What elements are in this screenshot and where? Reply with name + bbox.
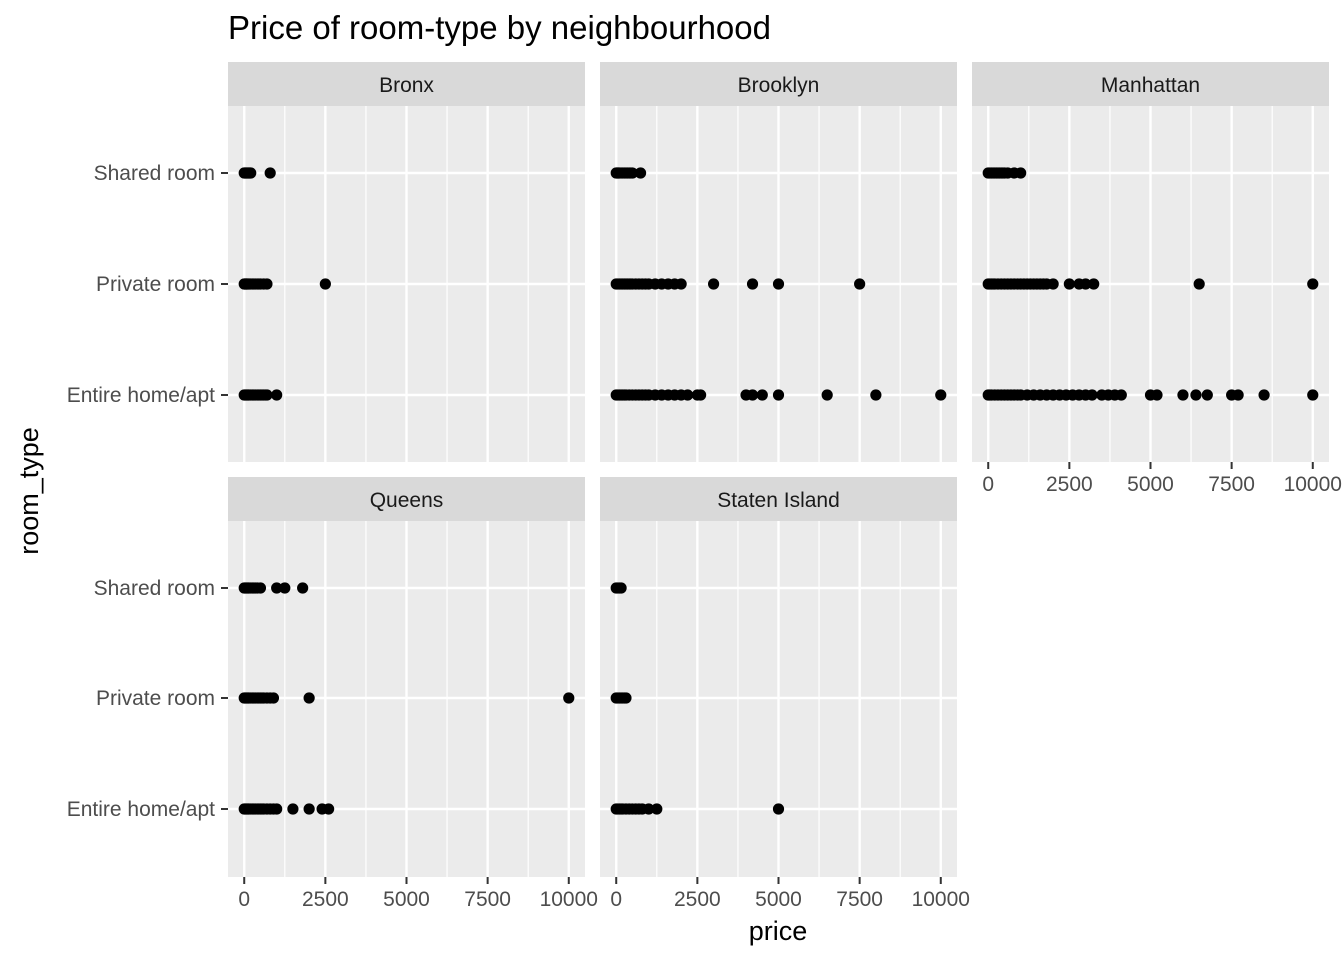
x-axis-title: price bbox=[749, 916, 808, 946]
data-point bbox=[303, 692, 315, 704]
data-point bbox=[1015, 167, 1027, 179]
data-point bbox=[772, 389, 785, 401]
y-tick-label: Shared room bbox=[94, 162, 215, 185]
data-point bbox=[1086, 389, 1098, 401]
data-point bbox=[1063, 278, 1075, 290]
data-point bbox=[1193, 278, 1205, 290]
data-point bbox=[746, 278, 759, 290]
strip-label-bronx: Bronx bbox=[379, 74, 434, 97]
strip-label-manhattan: Manhattan bbox=[1101, 74, 1200, 97]
data-point bbox=[254, 582, 267, 594]
data-point bbox=[261, 389, 273, 401]
data-point bbox=[682, 389, 694, 401]
y-tick-label: Private room bbox=[96, 687, 215, 710]
panel-queens: Queens Entire home/apt Private room Shared … bbox=[67, 477, 598, 911]
data-point bbox=[634, 167, 647, 179]
data-point bbox=[271, 803, 283, 815]
data-point bbox=[1258, 389, 1270, 401]
x-tick-label: 0 bbox=[982, 473, 994, 496]
data-point bbox=[1079, 278, 1092, 290]
x-tick-label: 7500 bbox=[464, 888, 511, 911]
data-point bbox=[870, 389, 882, 401]
x-tick-label: 7500 bbox=[836, 888, 883, 911]
data-point bbox=[772, 278, 785, 290]
data-point bbox=[1115, 389, 1127, 401]
panel-bronx: Bronx Entire home/apt Private room Shared r… bbox=[67, 62, 585, 462]
x-tick-label: 2500 bbox=[302, 888, 349, 911]
data-point bbox=[1232, 389, 1244, 401]
data-point bbox=[707, 278, 720, 290]
strip-bronx bbox=[228, 62, 585, 106]
x-tick-label: 2500 bbox=[674, 888, 721, 911]
data-point bbox=[1088, 278, 1100, 290]
data-point bbox=[271, 389, 283, 401]
data-point bbox=[756, 389, 768, 401]
data-point bbox=[626, 167, 639, 179]
data-point bbox=[245, 167, 257, 179]
panel-staten-island: Staten Island 0 2500 5000 7500 10000 bbox=[600, 477, 970, 911]
data-point bbox=[854, 278, 866, 290]
x-tick-label: 5000 bbox=[755, 888, 802, 911]
facet-panels: Bronx Entire home/apt Private room Shared r… bbox=[67, 62, 1342, 911]
strip-staten-island bbox=[600, 477, 957, 521]
data-point bbox=[1177, 389, 1189, 401]
data-point bbox=[1190, 389, 1202, 401]
data-point bbox=[271, 582, 283, 594]
panel-manhattan: Manhattan 0 2500 5000 7500 10000 bbox=[972, 62, 1342, 496]
strip-brooklyn bbox=[600, 62, 957, 106]
panel-brooklyn: Brooklyn bbox=[600, 62, 957, 462]
y-axis-title: room_type bbox=[14, 427, 44, 555]
x-tick-label: 0 bbox=[238, 888, 250, 911]
x-tick-label: 0 bbox=[610, 888, 622, 911]
data-point bbox=[261, 278, 273, 290]
data-point bbox=[1047, 278, 1059, 290]
data-point bbox=[264, 167, 276, 179]
data-point bbox=[772, 803, 785, 815]
x-tick-label: 10000 bbox=[912, 888, 970, 911]
strip-label-brooklyn: Brooklyn bbox=[738, 74, 820, 97]
y-tick-label: Private room bbox=[96, 273, 215, 296]
x-tick-label: 5000 bbox=[1127, 473, 1174, 496]
data-point bbox=[563, 692, 575, 704]
data-point bbox=[935, 389, 947, 401]
strip-manhattan bbox=[972, 62, 1329, 106]
data-point bbox=[267, 692, 280, 704]
y-tick-label: Shared room bbox=[94, 577, 215, 600]
data-point bbox=[319, 278, 331, 290]
data-point bbox=[279, 582, 291, 594]
data-point bbox=[1307, 278, 1319, 290]
y-tick-label: Entire home/apt bbox=[67, 384, 215, 407]
y-tick-label: Entire home/apt bbox=[67, 798, 215, 821]
data-point bbox=[323, 803, 335, 815]
data-point bbox=[821, 389, 833, 401]
data-point bbox=[1151, 389, 1163, 401]
x-tick-label: 10000 bbox=[1284, 473, 1342, 496]
data-point bbox=[615, 582, 627, 594]
data-point bbox=[303, 803, 315, 815]
data-point bbox=[287, 803, 299, 815]
x-tick-label: 2500 bbox=[1046, 473, 1093, 496]
x-tick-label: 10000 bbox=[540, 888, 598, 911]
x-tick-label: 5000 bbox=[383, 888, 430, 911]
strip-queens bbox=[228, 477, 585, 521]
data-point bbox=[1307, 389, 1319, 401]
strip-label-queens: Queens bbox=[370, 489, 444, 512]
x-tick-label: 7500 bbox=[1208, 473, 1255, 496]
data-point bbox=[620, 692, 632, 704]
strip-label-staten-island: Staten Island bbox=[717, 489, 840, 512]
data-point bbox=[1201, 389, 1213, 401]
data-point bbox=[675, 278, 687, 290]
data-point bbox=[746, 389, 759, 401]
chart-title: Price of room-type by neighbourhood bbox=[228, 9, 771, 46]
data-point bbox=[297, 582, 309, 594]
data-point bbox=[695, 389, 707, 401]
data-point bbox=[651, 803, 663, 815]
data-point bbox=[643, 803, 655, 815]
